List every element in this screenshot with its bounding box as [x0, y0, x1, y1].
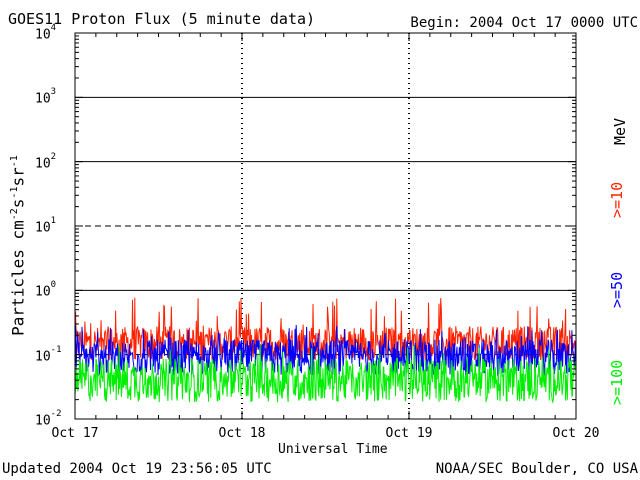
- y-axis-label: Particles cm-2s-1sr-1: [8, 155, 28, 336]
- x-tick-label: Oct 17: [51, 426, 99, 441]
- legend-unit: MeV: [611, 117, 629, 145]
- y-tick-label: 10-2: [35, 409, 62, 429]
- legend-entry: >=10: [608, 181, 626, 218]
- axis-ticks: [74, 33, 577, 420]
- x-tick-label: Oct 20: [552, 426, 600, 441]
- series-line: [74, 324, 577, 376]
- x-tick-label: Oct 18: [218, 426, 266, 441]
- y-tick-label: 10-1: [35, 344, 62, 364]
- series-line: [74, 343, 577, 404]
- chart-title: GOES11 Proton Flux (5 minute data): [8, 10, 316, 28]
- y-tick-label: 103: [35, 87, 57, 107]
- chart-subtitle: Begin: 2004 Oct 17 0000 UTC: [410, 15, 638, 31]
- x-axis-label: Universal Time: [278, 442, 388, 457]
- y-tick-label: 100: [35, 280, 57, 300]
- y-tick-label: 102: [35, 151, 57, 171]
- legend-entry: >=50: [608, 271, 626, 308]
- y-tick-label: 104: [35, 23, 57, 43]
- series-line: [74, 297, 577, 361]
- y-tick-label: 101: [35, 216, 57, 236]
- x-tick-label: Oct 19: [385, 426, 433, 441]
- updated-timestamp: Updated 2004 Oct 19 23:56:05 UTC: [2, 461, 272, 477]
- credit-text: NOAA/SEC Boulder, CO USA: [435, 461, 638, 477]
- legend-entry: >=100: [608, 359, 626, 405]
- series-layer: [74, 297, 577, 404]
